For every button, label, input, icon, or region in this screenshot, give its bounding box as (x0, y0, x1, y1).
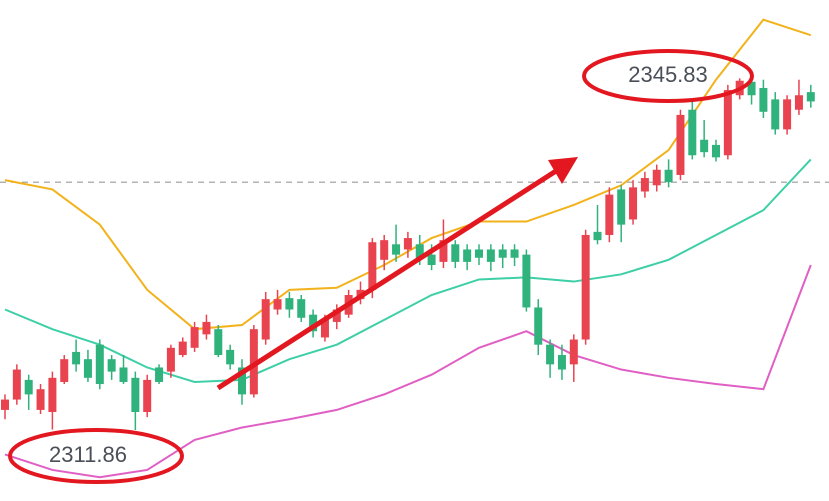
candle-body (12, 369, 21, 400)
candle-body (95, 344, 104, 385)
candle-body (629, 187, 638, 220)
candle-body (166, 347, 175, 372)
candle-body (747, 81, 756, 96)
candle-body (380, 240, 389, 260)
candle-body (415, 244, 424, 258)
plot (0, 18, 829, 479)
candle-body (522, 254, 531, 308)
candle-body (24, 379, 33, 395)
candle-body (107, 359, 116, 372)
candle-body (688, 109, 697, 156)
candle-body (190, 327, 199, 348)
candle-body (297, 299, 306, 318)
candle-body (546, 344, 555, 365)
candle-body (60, 359, 69, 382)
candle-body (83, 359, 92, 378)
candle-body (131, 377, 140, 412)
annotation: 2345.83 (628, 62, 708, 87)
band-line (4, 264, 812, 479)
candle-body (510, 249, 519, 258)
candle-body (72, 351, 81, 365)
candle-body (332, 309, 341, 322)
highlight-ellipse (582, 49, 754, 103)
candle-body (143, 379, 152, 412)
annotation: 2311.86 (49, 442, 127, 467)
candle-body (261, 299, 270, 340)
candle-body (285, 298, 294, 310)
candle-body (640, 178, 649, 192)
candle-body (1, 399, 9, 410)
candle-body (664, 169, 673, 183)
candle-body (36, 389, 45, 410)
highlight-ellipse (8, 428, 184, 484)
candle-body (676, 114, 685, 175)
candle-body (581, 234, 590, 340)
candle-body (617, 189, 626, 225)
candle-body (238, 367, 246, 395)
candle-body (557, 355, 566, 370)
candle-body (723, 90, 732, 156)
candle-body (439, 240, 448, 262)
candle-body (700, 139, 709, 153)
candle-body (569, 339, 578, 365)
candle-body (605, 194, 614, 235)
candle-body (155, 367, 164, 382)
candle-body (368, 242, 377, 290)
candle-body (794, 95, 803, 110)
candle-body (475, 249, 483, 258)
candle-body (48, 377, 57, 412)
candle-body (119, 367, 128, 382)
candle-body (392, 244, 401, 255)
candle-body (783, 99, 792, 130)
trend-arrow (216, 168, 558, 391)
candle-body (451, 244, 460, 262)
candle-body (652, 169, 661, 186)
candle-body (403, 238, 412, 250)
candle-body (226, 349, 235, 365)
candle-body (249, 329, 258, 395)
candle-body (486, 249, 495, 262)
candle-body (463, 249, 472, 262)
candle-body (712, 144, 720, 158)
candle-body (178, 341, 187, 356)
candle-body (273, 299, 282, 310)
candle-body (593, 231, 602, 241)
candle-body (214, 329, 223, 356)
band-line (4, 158, 812, 383)
arrow-head (548, 157, 578, 184)
candle-body (771, 99, 780, 130)
candle-body (498, 249, 507, 258)
candle-body (427, 254, 436, 265)
candle-body (309, 314, 318, 332)
candle-body (202, 321, 211, 335)
candle-body (534, 307, 543, 345)
candle-body (806, 92, 815, 102)
candle-body (320, 319, 329, 338)
candle-body (759, 87, 768, 112)
